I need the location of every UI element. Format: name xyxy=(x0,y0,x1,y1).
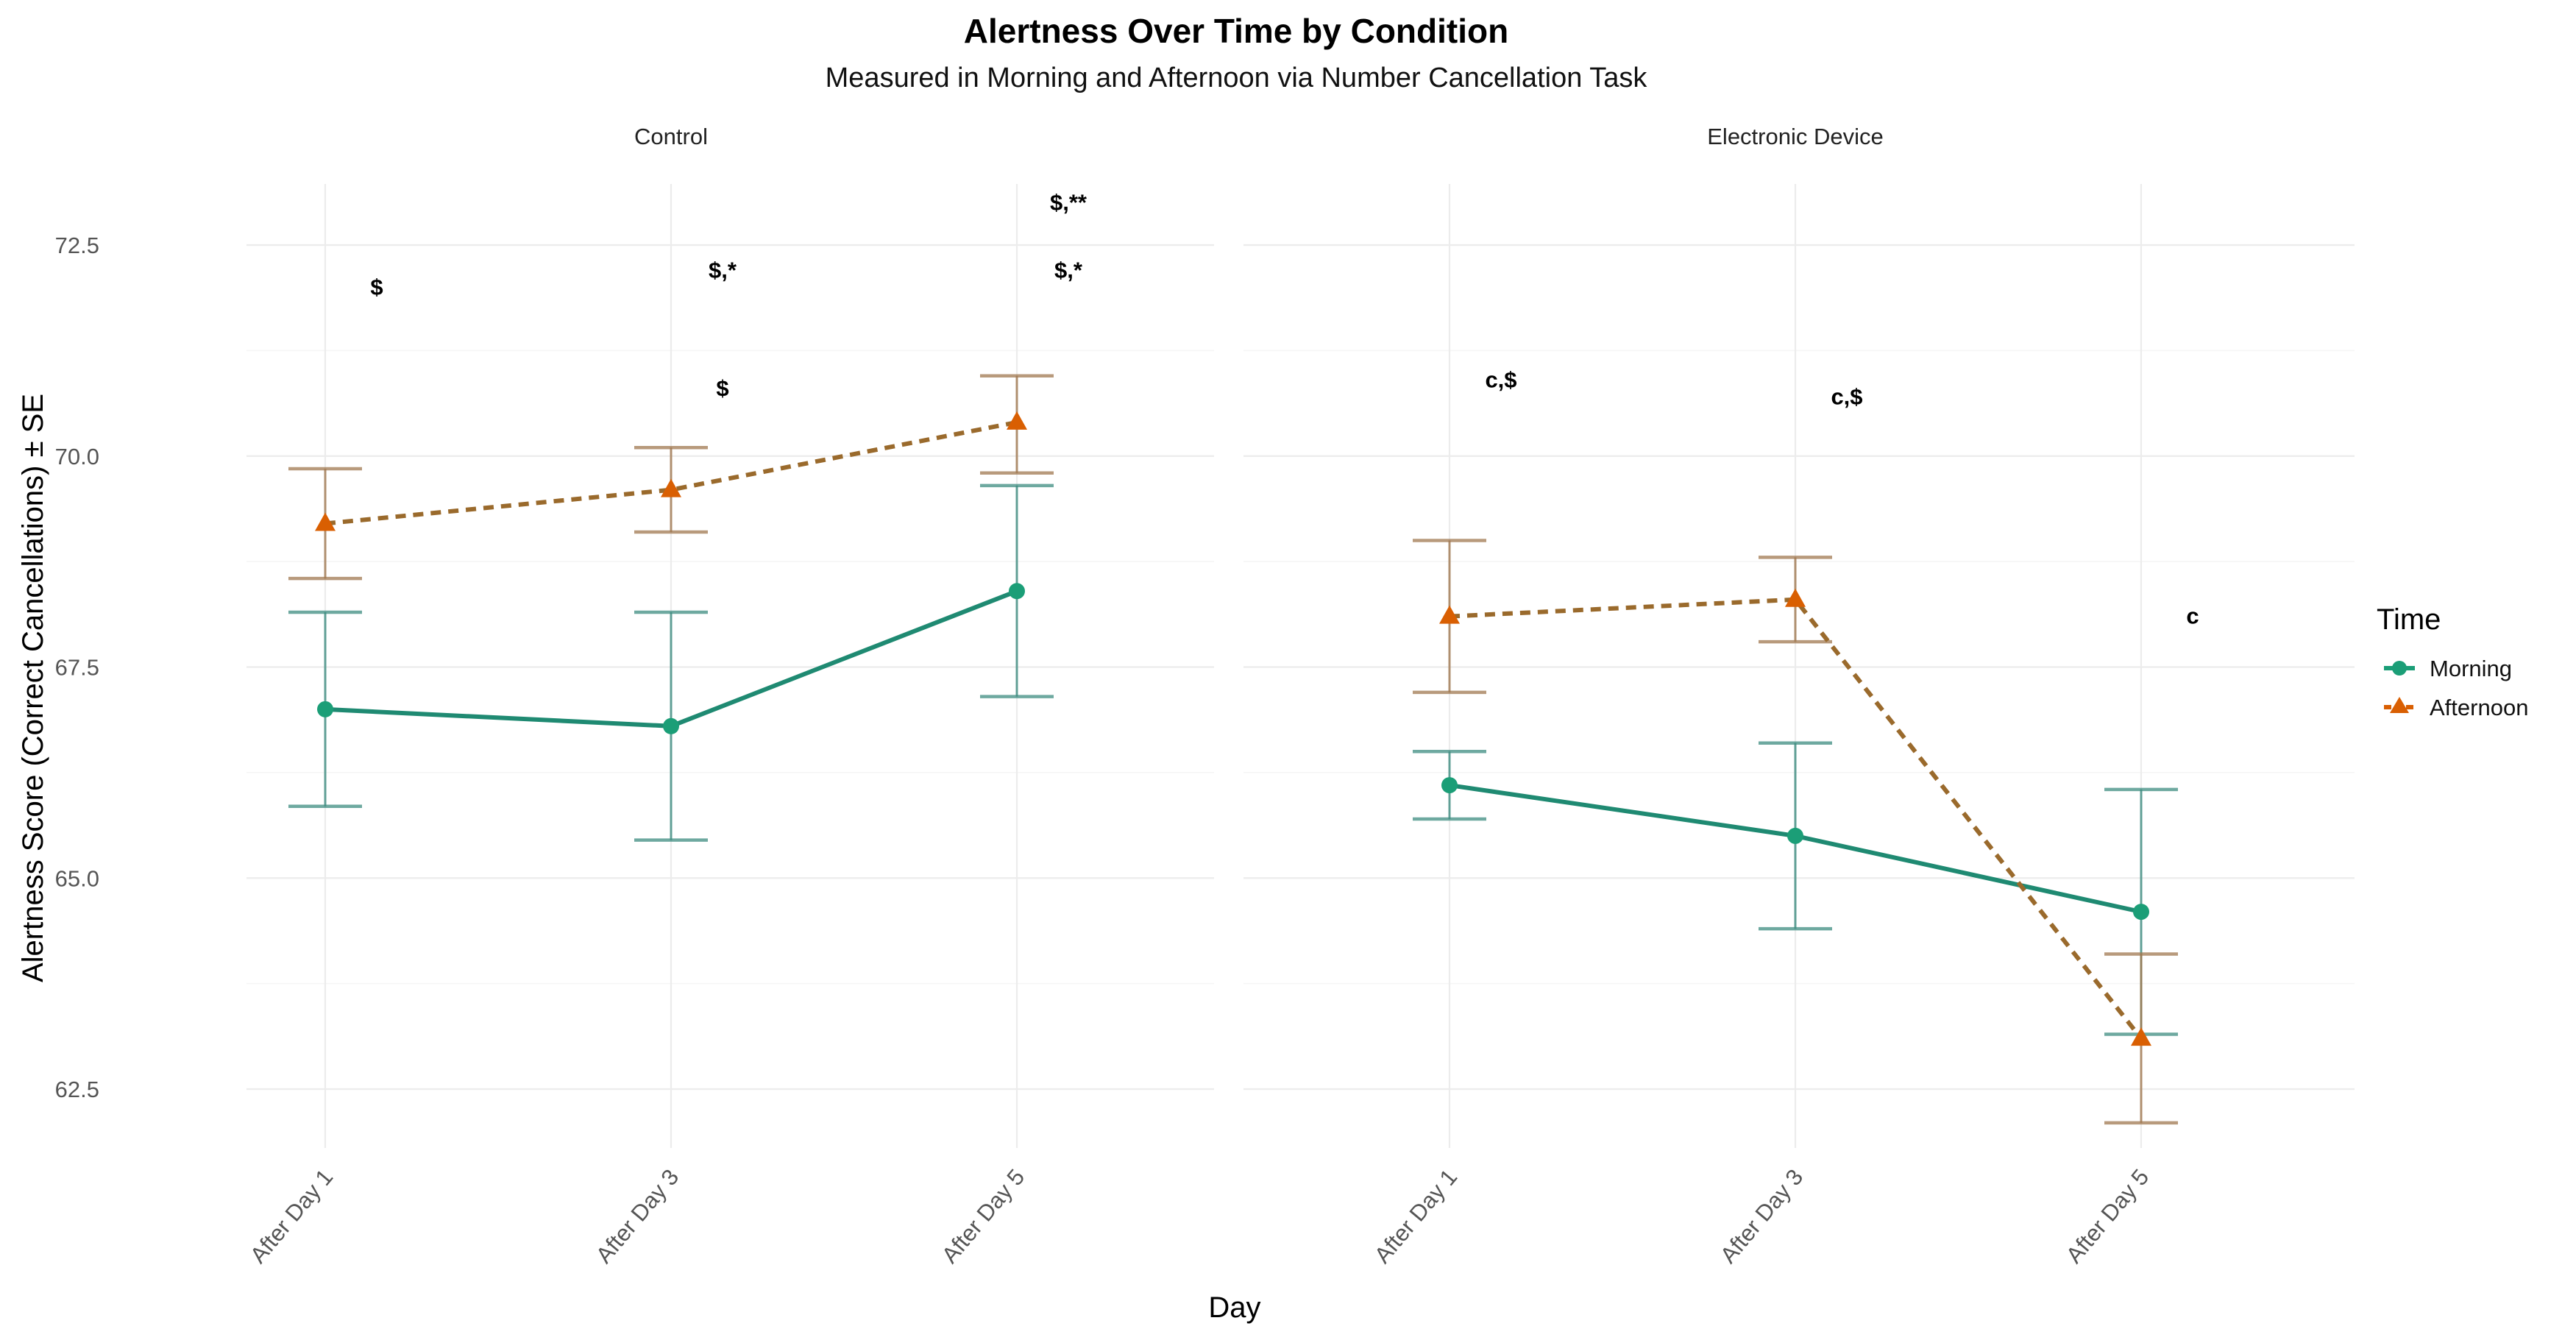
x-axis-title: Day xyxy=(1208,1291,1260,1324)
significance-annotation: $,* xyxy=(709,257,737,283)
chart-title: Alertness Over Time by Condition xyxy=(964,12,1508,50)
significance-annotation: $ xyxy=(370,274,383,299)
y-tick-label: 70.0 xyxy=(55,444,99,469)
morning-point xyxy=(317,701,333,717)
legend-key-triangle-icon xyxy=(2390,697,2409,713)
y-tick-label: 62.5 xyxy=(55,1077,99,1102)
afternoon-line xyxy=(1449,597,2143,1041)
panel-control: Control 62.5 65.0 67.5 70.0 72.5 After Day 1 Af… xyxy=(55,124,1214,1268)
legend: Time Morning Afternoon xyxy=(2377,603,2528,720)
afternoon-point xyxy=(1439,605,1460,624)
afternoon-point xyxy=(315,512,336,531)
significance-annotation: c,$ xyxy=(1831,383,1862,409)
legend-item-afternoon: Afternoon xyxy=(2384,695,2528,720)
x-tick-label: After Day 3 xyxy=(1715,1164,1808,1268)
morning-point xyxy=(2133,904,2149,921)
panel-electronic-device: Electronic Device After Day 1 After Day 3 A… xyxy=(1243,124,2355,1268)
afternoon-point xyxy=(1785,588,1806,607)
legend-label: Morning xyxy=(2430,656,2512,681)
facet-label: Electronic Device xyxy=(1707,124,1883,149)
significance-annotation: c,$ xyxy=(1485,367,1516,393)
significance-annotation: $,* xyxy=(1054,257,1083,283)
significance-annotation: $ xyxy=(716,375,728,401)
afternoon-point xyxy=(2131,1027,2151,1046)
facet-label: Control xyxy=(634,124,708,149)
significance-annotation: c xyxy=(2186,603,2199,629)
chart-subtitle: Measured in Morning and Afternoon via Nu… xyxy=(826,63,1648,93)
panels-layer: Control 62.5 65.0 67.5 70.0 72.5 After Day 1 Af… xyxy=(55,124,2355,1268)
y-tick-label: 72.5 xyxy=(55,233,99,258)
x-tick-label: After Day 1 xyxy=(1369,1164,1462,1268)
afternoon-line xyxy=(324,419,1018,526)
legend-item-morning: Morning xyxy=(2384,656,2512,681)
significance-annotation: $,** xyxy=(1050,190,1087,216)
x-tick-label: After Day 5 xyxy=(2061,1164,2154,1268)
x-tick-label: After Day 1 xyxy=(245,1164,338,1268)
legend-label: Afternoon xyxy=(2430,695,2528,720)
legend-title: Time xyxy=(2377,603,2441,636)
legend-key-circle-icon xyxy=(2392,661,2407,676)
morning-point xyxy=(663,717,679,734)
morning-point xyxy=(1441,777,1458,794)
y-tick-label: 65.0 xyxy=(55,865,99,891)
afternoon-point xyxy=(1007,411,1027,430)
x-tick-label: After Day 3 xyxy=(591,1164,684,1268)
y-tick-label: 67.5 xyxy=(55,655,99,681)
afternoon-point xyxy=(661,478,681,497)
morning-point xyxy=(1787,827,1803,844)
x-tick-label: After Day 5 xyxy=(937,1164,1029,1268)
morning-point xyxy=(1009,583,1025,600)
y-axis-title: Alertness Score (Correct Cancellations) … xyxy=(17,394,49,982)
